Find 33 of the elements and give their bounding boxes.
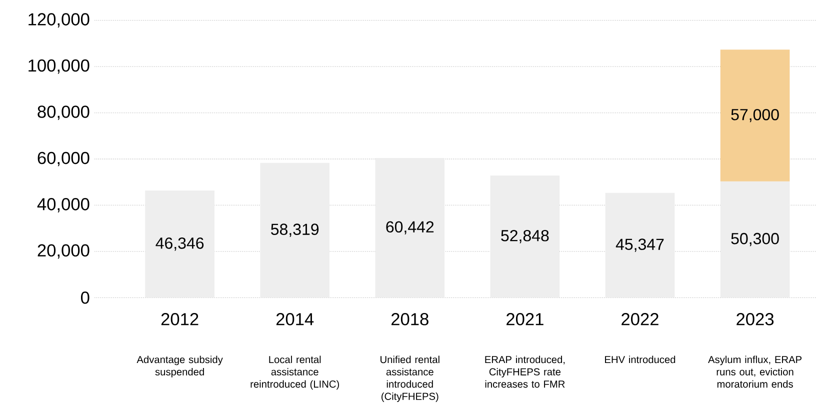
bar bbox=[490, 176, 560, 298]
x-tick-label: 2012 bbox=[161, 313, 198, 326]
data-label: 60,442 bbox=[386, 221, 434, 234]
text: Local rental assistance reintroduced (LINC) bbox=[250, 356, 339, 390]
x-tick-label: 2018 bbox=[391, 313, 428, 326]
data-label: 52,848 bbox=[501, 230, 549, 244]
text: Advantage subsidy suspended bbox=[136, 356, 223, 378]
y-tick-label: 80,000 bbox=[38, 106, 90, 120]
text: EHV introduced bbox=[605, 356, 676, 364]
data-label: 57,000 bbox=[731, 108, 779, 122]
bar bbox=[145, 190, 214, 298]
data-label: 50,300 bbox=[731, 232, 779, 246]
text: Asylum influx, ERAP runs out, eviction moratorium ends bbox=[708, 356, 802, 388]
text: Unified rental assistance introduced (CityFHEPS) bbox=[380, 356, 440, 402]
data-label: 45,347 bbox=[616, 238, 664, 252]
y-tick-label: 60,000 bbox=[38, 152, 90, 166]
y-tick-label: 0 bbox=[80, 292, 90, 304]
bar bbox=[720, 181, 790, 298]
x-tick-label: 2023 bbox=[736, 313, 774, 326]
data-label: 46,346 bbox=[156, 238, 204, 251]
x-tick-label: 2014 bbox=[276, 313, 314, 326]
bar bbox=[720, 50, 790, 182]
bar bbox=[260, 162, 330, 298]
bar bbox=[375, 158, 445, 298]
x-tick-label: 2022 bbox=[622, 313, 658, 326]
y-tick-label: 120,000 bbox=[28, 13, 90, 28]
text: ERAP introduced, CityFHEPS rate increases to FMR bbox=[485, 356, 565, 388]
x-tick-label: 2021 bbox=[506, 313, 544, 326]
y-tick-label: 40,000 bbox=[37, 198, 90, 212]
y-tick-label: 100,000 bbox=[28, 59, 90, 74]
data-label: 58,319 bbox=[271, 224, 319, 237]
y-tick-label: 20,000 bbox=[38, 244, 90, 259]
bar bbox=[605, 192, 675, 298]
